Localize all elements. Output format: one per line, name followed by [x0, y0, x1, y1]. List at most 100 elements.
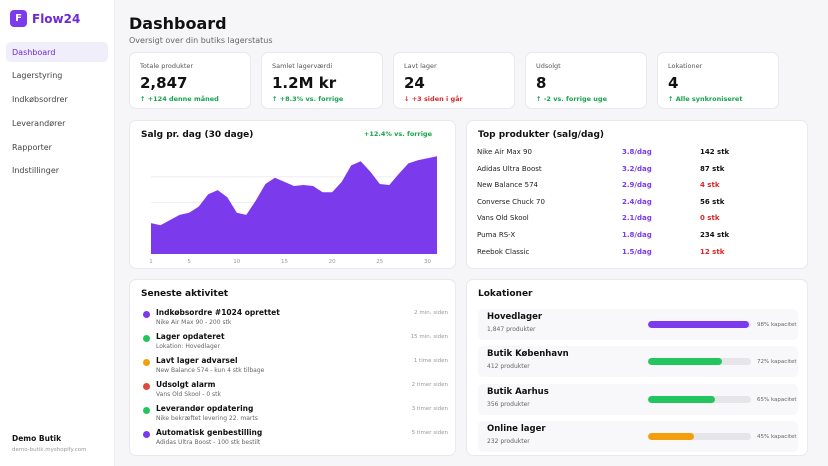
activity-item[interactable]: Automatisk genbestilling Adidas Ultra Bo…	[142, 428, 448, 452]
logo-icon: F	[10, 10, 27, 27]
product-rate: 1.8/dag	[622, 231, 652, 239]
stat-card-inventory-value: Samlet lagerværdi 1.2M kr ↑ +8.3% vs. fo…	[261, 52, 383, 109]
sidebar-item-rapporter[interactable]: Rapporter	[12, 142, 52, 152]
location-row[interactable]: Hovedlager 1,847 produkter 98% kapacitet	[478, 309, 798, 340]
stat-label: Totale produkter	[140, 62, 194, 70]
product-stock: 0 stk	[700, 214, 720, 222]
activity-item-detail: Adidas Ultra Boost - 100 stk bestilt	[156, 439, 261, 446]
location-row[interactable]: Butik Aarhus 356 produkter 65% kapacitet	[478, 384, 798, 415]
product-stock: 234 stk	[700, 231, 730, 239]
activity-card: Seneste aktivitet Indkøbsordre #1024 opr…	[129, 279, 456, 456]
activity-item[interactable]: Lager opdateret Lokation: Hovedlager 15 …	[142, 332, 448, 356]
activity-item-time: 1 time siden	[413, 358, 448, 364]
product-stock: 142 stk	[700, 148, 730, 156]
sidebar: F Flow24 Dashboard Lagerstyring Indkøbso…	[0, 0, 115, 466]
stat-label: Udsolgt	[536, 62, 561, 70]
activity-item-detail: New Balance 574 - kun 4 stk tilbage	[156, 367, 265, 374]
activity-status-dot	[143, 407, 150, 414]
top-products-card: Top produkter (salg/dag) Nike Air Max 90…	[466, 120, 808, 269]
x-tick-label: 1	[149, 259, 153, 265]
capacity-bar-fill	[648, 396, 715, 403]
sidebar-item-indstillinger[interactable]: Indstillinger	[12, 166, 60, 176]
location-name: Butik Aarhus	[487, 387, 549, 397]
product-row[interactable]: Reebok Classic 1.5/dag 12 stk	[477, 246, 797, 258]
activity-item-title: Lager opdateret	[156, 332, 225, 341]
product-stock: 12 stk	[700, 248, 725, 256]
product-row[interactable]: Adidas Ultra Boost 3.2/dag 87 stk	[477, 163, 797, 175]
activity-status-dot	[143, 431, 150, 438]
capacity-bar-fill	[648, 433, 695, 440]
product-rate: 3.2/dag	[622, 165, 652, 173]
locations-title: Lokationer	[478, 289, 533, 299]
product-name: Converse Chuck 70	[477, 198, 545, 206]
location-name: Butik København	[487, 349, 569, 359]
activity-item-title: Udsolgt alarm	[156, 380, 216, 389]
product-row[interactable]: Converse Chuck 70 2.4/dag 56 stk	[477, 196, 797, 208]
capacity-bar	[648, 321, 751, 328]
locations-card: Lokationer Hovedlager 1,847 produkter 98…	[466, 279, 808, 456]
product-row[interactable]: Puma RS-X 1.8/dag 234 stk	[477, 229, 797, 241]
activity-item-time: 15 min. siden	[410, 334, 448, 340]
product-rate: 1.5/dag	[622, 248, 652, 256]
activity-item[interactable]: Indkøbsordre #1024 oprettet Nike Air Max…	[142, 308, 448, 332]
activity-item-title: Leverandør opdatering	[156, 404, 254, 413]
stat-delta: ↑ Alle synkroniseret	[668, 95, 743, 103]
activity-item-title: Lavt lager advarsel	[156, 356, 238, 365]
product-stock: 56 stk	[700, 198, 725, 206]
activity-status-dot	[143, 359, 150, 366]
capacity-bar	[648, 396, 751, 403]
product-rate: 2.9/dag	[622, 181, 652, 189]
stat-delta: ↑ -2 vs. forrige uge	[536, 95, 607, 103]
stat-value: 24	[404, 74, 425, 92]
product-name: Nike Air Max 90	[477, 148, 532, 156]
capacity-bar-fill	[648, 358, 723, 365]
product-name: Reebok Classic	[477, 248, 530, 256]
stat-delta: ↑ +124 denne måned	[140, 95, 219, 103]
sidebar-item-leverandorer[interactable]: Leverandører	[12, 118, 66, 128]
activity-item[interactable]: Udsolgt alarm Vans Old Skool - 0 stk 2 t…	[142, 380, 448, 404]
capacity-label: 98% kapacitet	[757, 322, 797, 328]
activity-item-detail: Nike bekræftet levering 22. marts	[156, 415, 258, 422]
product-name: Puma RS-X	[477, 231, 516, 239]
stat-card-sold-out: Udsolgt 8 ↑ -2 vs. forrige uge	[525, 52, 647, 109]
logo[interactable]: F Flow24	[10, 10, 80, 27]
app-name: Flow24	[32, 11, 81, 26]
top-products-title: Top produkter (salg/dag)	[478, 130, 605, 140]
activity-item-time: 2 min. siden	[414, 310, 448, 316]
stat-value: 4	[668, 74, 679, 92]
sales-chart: 1 5 10 15 20 25 30	[149, 156, 437, 265]
activity-item-detail: Nike Air Max 90 - 200 stk	[156, 319, 232, 326]
user-info[interactable]: Demo Butik demo-butik.myshopify.com	[12, 434, 86, 453]
user-shop-url: demo-butik.myshopify.com	[12, 447, 87, 453]
stat-value: 1.2M kr	[272, 74, 337, 92]
capacity-bar	[648, 358, 751, 365]
stat-value: 8	[536, 74, 547, 92]
stat-value: 2,847	[140, 74, 188, 92]
activity-item[interactable]: Leverandør opdatering Nike bekræftet lev…	[142, 404, 448, 428]
capacity-label: 45% kapacitet	[757, 434, 797, 440]
activity-item-detail: Vans Old Skool - 0 stk	[156, 391, 221, 398]
page-subtitle: Oversigt over din butiks lagerstatus	[129, 36, 273, 45]
x-tick-label: 10	[233, 259, 240, 265]
product-rate: 2.4/dag	[622, 198, 652, 206]
activity-item[interactable]: Lavt lager advarsel New Balance 574 - ku…	[142, 356, 448, 380]
stat-card-total-products: Totale produkter 2,847 ↑ +124 denne måne…	[129, 52, 251, 109]
user-name: Demo Butik	[12, 434, 62, 443]
stat-label: Lokationer	[668, 62, 703, 70]
capacity-bar-fill	[648, 321, 749, 328]
chart-growth-badge: +12.4% vs. forrige	[363, 130, 432, 138]
product-row[interactable]: Vans Old Skool 2.1/dag 0 stk	[477, 212, 797, 224]
stat-label: Lavt lager	[404, 62, 437, 70]
x-tick-label: 25	[376, 259, 383, 265]
product-row[interactable]: Nike Air Max 90 3.8/dag 142 stk	[477, 146, 797, 158]
product-rate: 2.1/dag	[622, 214, 652, 222]
sidebar-item-indkobsordrer[interactable]: Indkøbsordrer	[12, 95, 68, 105]
product-row[interactable]: New Balance 574 2.9/dag 4 stk	[477, 179, 797, 191]
location-row[interactable]: Butik København 412 produkter 72% kapaci…	[478, 346, 798, 377]
sidebar-item-lagerstyring[interactable]: Lagerstyring	[12, 71, 63, 81]
stat-card-low-stock: Lavt lager 24 ↓ +3 siden i går	[393, 52, 515, 109]
location-product-count: 412 produkter	[487, 363, 530, 370]
sidebar-item-dashboard[interactable]: Dashboard	[6, 42, 108, 62]
location-row[interactable]: Online lager 232 produkter 45% kapacitet	[478, 421, 798, 452]
activity-item-time: 3 timer siden	[411, 406, 448, 412]
